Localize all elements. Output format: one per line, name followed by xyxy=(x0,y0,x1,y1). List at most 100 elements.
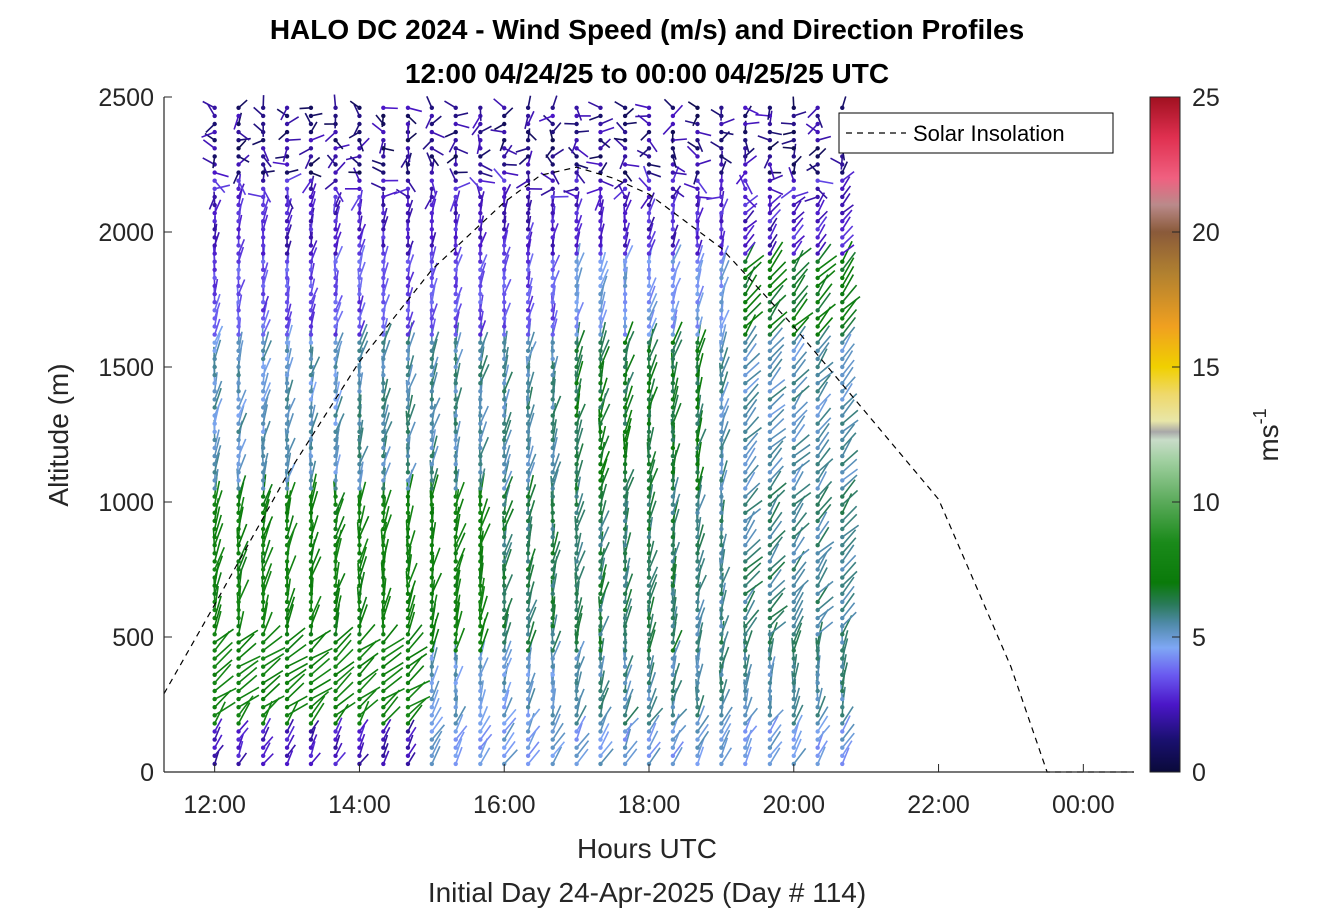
wind-barb-shaft xyxy=(696,714,710,732)
wind-barb-dot xyxy=(622,543,628,548)
wind-barb-dot xyxy=(333,340,338,345)
wind-barb-dot xyxy=(381,534,386,540)
wind-barb-dot xyxy=(574,235,579,240)
wind-barb-dot xyxy=(719,745,724,750)
wind-barb-dot xyxy=(284,316,290,321)
wind-barb-dot xyxy=(405,267,411,272)
wind-barb-dot xyxy=(453,146,458,151)
wind-barb-dot xyxy=(670,283,676,289)
wind-barb-shaft xyxy=(793,738,802,757)
wind-barb-dot xyxy=(646,243,652,248)
wind-barb-dot xyxy=(525,227,531,232)
wind-barb-dot xyxy=(767,227,773,232)
wind-barb-shaft xyxy=(527,461,536,481)
wind-barb-dot xyxy=(308,348,314,353)
wind-barb-dot xyxy=(646,575,652,580)
wind-barb-dot xyxy=(815,397,820,402)
wind-barb-dot xyxy=(743,607,748,613)
wind-barb-shaft xyxy=(769,277,788,295)
wind-barb-shaft xyxy=(599,526,610,546)
wind-barb-shaft xyxy=(575,419,583,441)
wind-barb-shaft xyxy=(793,451,811,465)
wind-barb-shaft xyxy=(744,406,757,425)
wind-barb-shaft xyxy=(454,387,463,408)
wind-barb-shaft xyxy=(431,371,438,392)
wind-barb-shaft xyxy=(304,156,312,170)
wind-barb-dot xyxy=(284,283,290,289)
wind-barb-shaft xyxy=(841,284,858,303)
wind-barb-shaft xyxy=(455,182,471,190)
wind-barb-dot xyxy=(525,437,531,443)
wind-barb-dot xyxy=(622,526,628,532)
y-tick-label: 1500 xyxy=(98,354,154,382)
wind-barb-dot xyxy=(502,178,507,183)
wind-barb-shaft xyxy=(431,612,440,635)
wind-barb-dot xyxy=(453,510,458,515)
wind-barb-shaft xyxy=(575,500,585,522)
wind-barb-dot xyxy=(429,664,435,669)
wind-barb-dot xyxy=(381,583,386,588)
wind-barb-shaft xyxy=(793,235,805,247)
wind-barb-dot xyxy=(260,413,266,418)
wind-barb-shaft xyxy=(358,419,364,441)
wind-barb-dot xyxy=(574,688,579,694)
wind-barb-dot xyxy=(767,316,773,321)
wind-barb-shaft xyxy=(624,740,638,757)
wind-barb-dot xyxy=(767,219,773,224)
wind-barb-dot xyxy=(333,518,338,524)
wind-barb-dot xyxy=(284,672,290,677)
wind-barb-shaft xyxy=(769,511,783,530)
wind-barb-dot xyxy=(357,761,362,767)
wind-barb-shaft xyxy=(334,245,344,263)
wind-barb-dot xyxy=(260,316,266,321)
wind-barb-shaft xyxy=(599,557,606,578)
wind-barb-dot xyxy=(525,186,531,191)
wind-barb-dot xyxy=(743,664,748,669)
wind-barb-dot xyxy=(236,372,241,378)
wind-barb-shaft xyxy=(841,240,853,263)
wind-barb-dot xyxy=(791,194,796,200)
wind-barb-shaft xyxy=(503,354,509,376)
wind-barb-dot xyxy=(236,324,241,329)
wind-barb-dot xyxy=(646,364,652,370)
wind-barb-shaft xyxy=(841,662,849,684)
wind-barb-shaft xyxy=(769,393,785,409)
wind-barb-dot xyxy=(405,713,411,718)
wind-barb-shaft xyxy=(599,687,610,708)
wind-barb-shaft xyxy=(575,597,583,619)
wind-barb-dot xyxy=(525,275,531,281)
wind-barb-dot xyxy=(284,243,290,248)
wind-barb-dot xyxy=(695,680,700,686)
wind-barb-shaft xyxy=(382,705,401,724)
wind-barb-dot xyxy=(284,543,290,548)
wind-barb-shaft xyxy=(449,196,457,212)
wind-barb-dot xyxy=(743,210,748,216)
wind-barb-dot xyxy=(260,559,266,564)
wind-barb-dot xyxy=(260,259,266,264)
wind-barb-dot xyxy=(502,275,507,281)
wind-barb-dot xyxy=(598,437,603,443)
wind-barb-shaft xyxy=(262,653,285,668)
wind-barb-dot xyxy=(381,680,386,686)
wind-barb-dot xyxy=(478,356,483,362)
wind-barb-dot xyxy=(719,688,724,694)
wind-barb-shaft xyxy=(841,524,860,538)
wind-barb-dot xyxy=(767,583,773,588)
wind-barb-shaft xyxy=(334,523,346,546)
wind-barb-shaft xyxy=(624,468,635,489)
wind-barb-dot xyxy=(550,364,555,370)
wind-barb-shaft xyxy=(237,183,245,198)
wind-barb-dot xyxy=(598,162,603,167)
wind-barb-dot xyxy=(381,437,386,443)
wind-barb-dot xyxy=(815,413,820,418)
wind-barb-dot xyxy=(357,494,362,499)
wind-barb-shaft xyxy=(407,743,417,757)
wind-barb-shaft xyxy=(479,577,485,603)
wind-barb-dot xyxy=(308,575,314,580)
wind-barb-shaft xyxy=(614,138,626,149)
wind-barb-dot xyxy=(453,300,458,305)
wind-barb-shaft xyxy=(527,295,534,311)
wind-barb-shaft xyxy=(334,492,346,514)
wind-barb-dot xyxy=(525,267,531,272)
wind-barb-shaft xyxy=(634,103,650,109)
